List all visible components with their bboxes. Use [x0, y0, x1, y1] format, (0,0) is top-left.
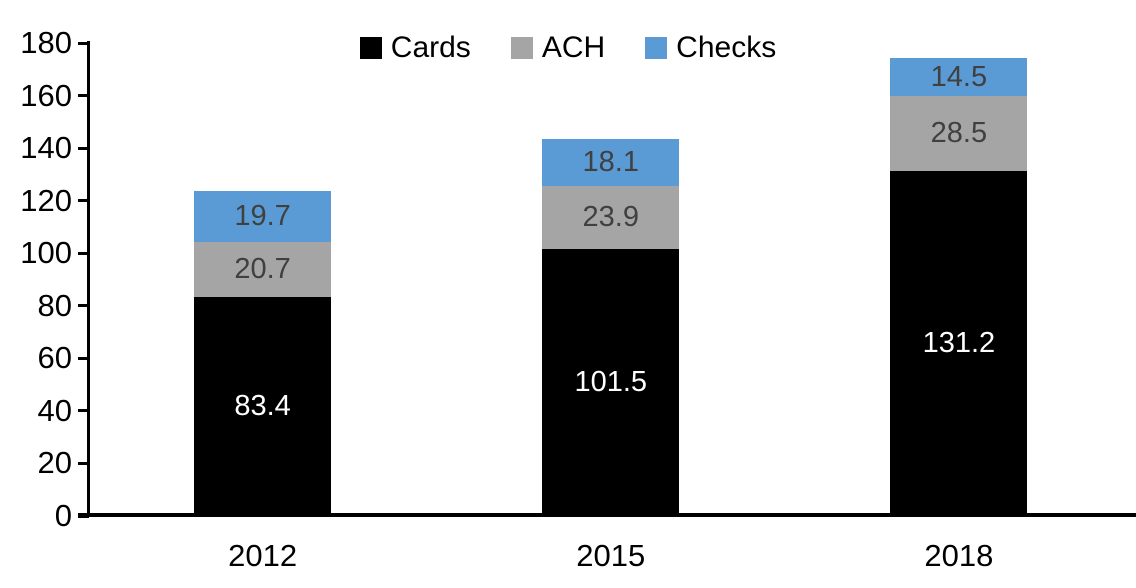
bar-value-label: 19.7 [234, 200, 291, 233]
bar-segment-checks: 18.1 [542, 138, 680, 187]
bar-segment-cards: 131.2 [890, 171, 1028, 516]
legend-swatch-ach [510, 37, 533, 59]
y-axis-tick [78, 356, 89, 360]
y-axis-tick [78, 409, 89, 413]
legend-label: ACH [541, 31, 606, 64]
bar-value-label: 18.1 [582, 146, 639, 179]
y-axis-tick-label: 80 [37, 287, 72, 323]
y-axis-tick-label: 100 [20, 235, 72, 271]
y-axis-tick-label: 160 [20, 77, 72, 113]
legend-swatch-cards [359, 37, 382, 59]
legend-item-cards: Cards [359, 31, 471, 65]
bar-segment-ach: 20.7 [194, 242, 332, 297]
bar-segment-ach: 28.5 [890, 96, 1028, 172]
y-axis-tick [78, 41, 89, 45]
legend-label: Checks [676, 31, 777, 64]
bar-value-label: 83.4 [234, 389, 291, 422]
y-axis-tick [78, 304, 89, 308]
y-axis-tick [78, 146, 89, 150]
y-axis-tick [78, 94, 89, 98]
bar-segment-checks: 19.7 [194, 190, 332, 243]
y-axis-tick-label: 40 [37, 392, 72, 428]
y-axis-tick-label: 120 [20, 182, 72, 218]
x-axis-label: 2018 [924, 538, 994, 573]
y-axis-tick [78, 514, 89, 518]
chart-legend: Cards ACH Checks [0, 31, 1136, 65]
y-axis-tick-label: 0 [54, 498, 72, 533]
legend-item-ach: ACH [510, 31, 606, 65]
legend-label: Cards [390, 31, 471, 64]
y-axis-tick [78, 251, 89, 255]
bar-segment-cards: 101.5 [542, 249, 680, 516]
bar-segment-ach: 23.9 [542, 186, 680, 250]
y-axis-line [87, 41, 90, 516]
bar-value-label: 14.5 [930, 60, 988, 93]
x-axis-label: 2012 [228, 538, 298, 573]
y-axis-tick-label: 140 [20, 130, 72, 166]
bar-segment-cards: 83.4 [194, 296, 332, 516]
x-axis-label: 2015 [576, 538, 646, 573]
y-axis-tick [78, 199, 89, 203]
bar-value-label: 101.5 [574, 366, 648, 399]
bar-segment-checks: 14.5 [890, 58, 1028, 97]
y-axis-tick-label: 180 [20, 25, 72, 60]
legend-swatch-checks [645, 37, 668, 59]
bar-value-label: 28.5 [930, 117, 988, 150]
y-axis-tick-label: 60 [37, 340, 72, 376]
legend-item-checks: Checks [645, 31, 776, 65]
y-axis-tick [78, 461, 89, 465]
y-axis-tick-label: 20 [37, 445, 72, 481]
bar-value-label: 131.2 [922, 327, 996, 360]
bar-value-label: 23.9 [582, 201, 639, 234]
bar-value-label: 20.7 [234, 253, 291, 286]
